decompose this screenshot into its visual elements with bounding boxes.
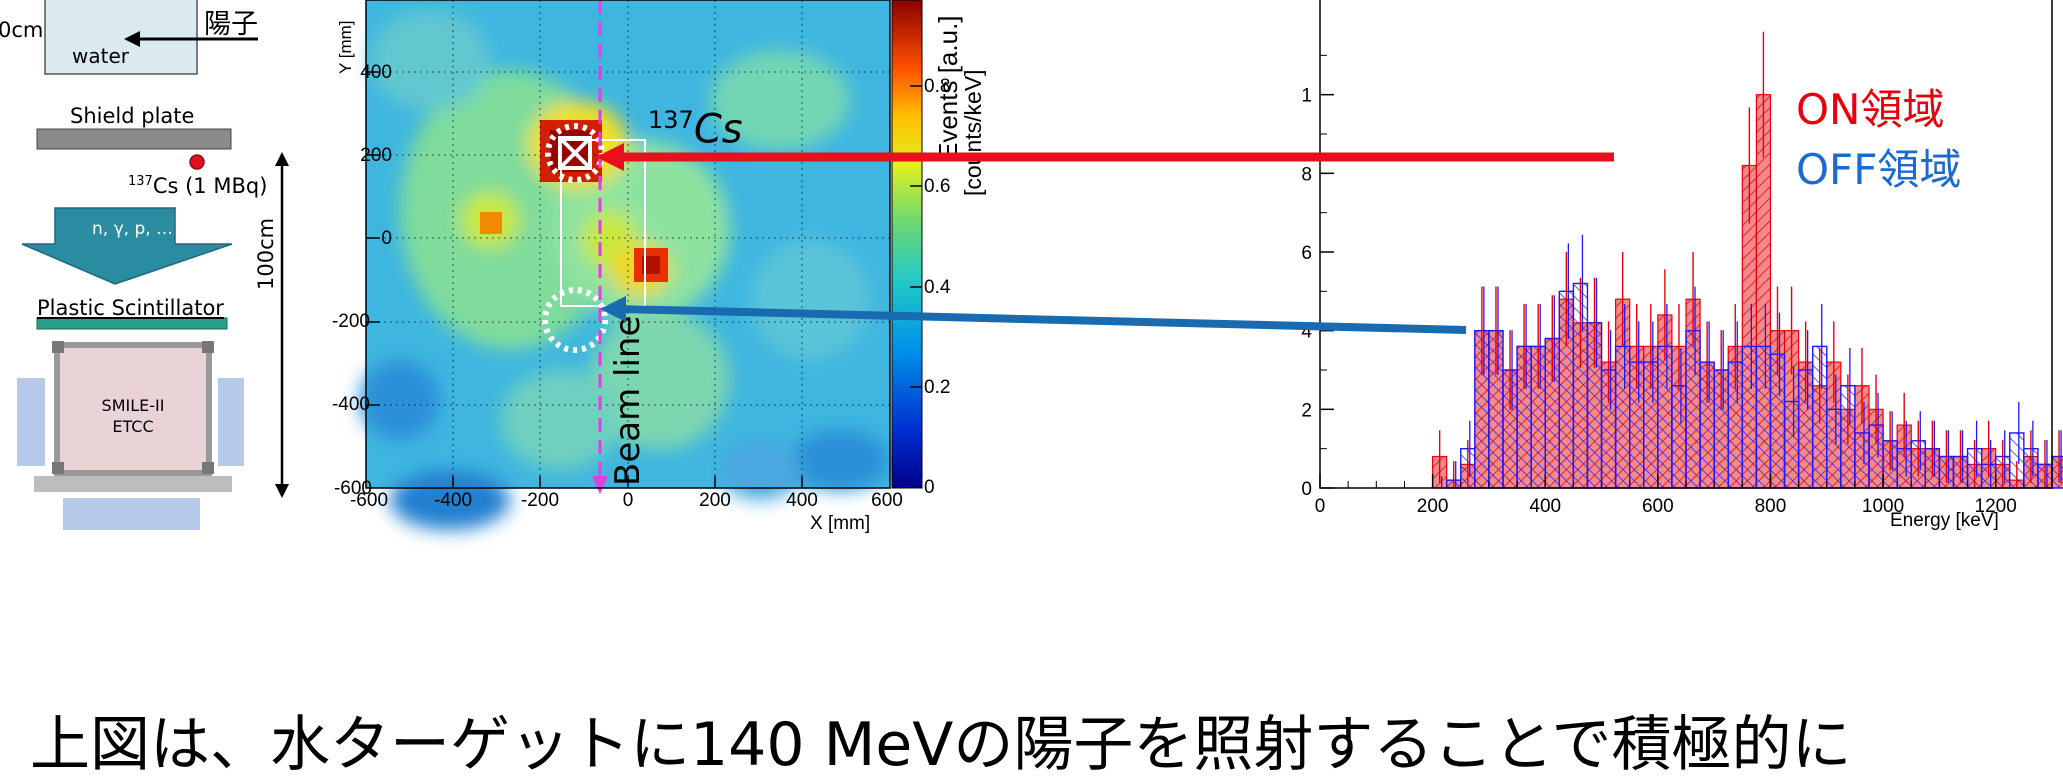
spectrum-xtick: 800 [1755,496,1787,517]
colorbar-tick: 0.2 [924,377,951,398]
detector-label-line1: SMILE-II [101,396,165,415]
shield-plate [36,128,232,150]
image-ytick: -200 [331,311,370,332]
spectrum-xtick: 200 [1417,496,1449,517]
colorbar [892,0,922,488]
off-arrow [619,305,1467,334]
setup-diagram: 0cm 陽子 water Shield plate 137Cs (1 MBq) … [0,0,340,700]
image-xtick: -600 [349,490,389,511]
plastic-scintillator [36,317,228,330]
image-ytick: -400 [331,394,370,415]
source-label-mass: 137 [128,174,153,189]
image-xtick: 400 [786,490,818,511]
partial-distance-label: 0cm [0,18,44,42]
image-xtick: 0 [622,490,634,511]
detector-label: SMILE-II ETCC [80,395,186,437]
colorbar-tick: 0 [924,477,935,498]
colorbar-tick: 0.6 [924,176,951,197]
image-ytick: 0 [381,228,392,249]
off-region-circle [542,287,608,353]
spectrum-xtick: 600 [1642,496,1674,517]
source-annotation-mass: 137 [648,106,694,134]
on-region-legend: ON領域 [1796,85,1945,134]
image-xtick: -400 [433,490,473,511]
annotation-arrows [596,143,1614,334]
shield-plate-label: Shield plate [70,104,195,128]
footer-text: 上図は、水ターゲットに140 MeVの陽子を照射することで積極的に [30,710,1852,780]
off-region-series [1445,282,2063,489]
spectrum-xtick: 1000 [1862,496,1904,517]
water-label: water [72,44,129,68]
spectrum-ytick: 0 [1301,479,1312,500]
detector-frame [34,476,232,492]
detector-label-line2: ETCC [112,417,154,436]
spectrum-xtick: 400 [1529,496,1561,517]
scintillator-label: Plastic Scintillator [37,296,224,320]
image-ytick: 400 [360,62,392,83]
source-label-text: Cs (1 MBq) [152,174,268,198]
source-label: 137Cs (1 MBq) [128,174,267,198]
error-bars [1438,31,2062,488]
image-ytick: 200 [360,145,392,166]
spectrum-ytick: 1 [1301,86,1312,107]
detector-body [54,342,212,476]
water-tank [44,0,198,75]
source-annotation-text: Cs [693,106,743,153]
spectrum-xlabel: Energy [keV] [1890,510,1999,531]
beam-arrow-shape [21,207,233,285]
image-panel-svg [360,0,923,530]
image-ytick: -600 [333,478,372,499]
source-dot [189,154,205,170]
image-xtick: 200 [699,490,731,511]
source-marker-cross [558,136,592,170]
image-xtick: 600 [871,490,903,511]
colorbar-tick: 0.8 [924,76,951,97]
spectrum-xtick: 0 [1315,496,1326,517]
colorbar-tick: 0.4 [924,277,951,298]
source-annotation: 137Cs [648,106,743,152]
image-panel: Y [mm] 400 200 0 -200 -400 -600 -600 -40… [332,0,1000,560]
spectrum-xtick: 1200 [1975,496,2017,517]
beam-particles-label: n, γ, p, … [92,219,174,239]
image-xtick: -200 [520,490,560,511]
detector-bottom-pad [63,498,200,530]
detector-side-pad-right [218,378,244,466]
off-region-legend: OFF領域 [1796,145,1962,194]
proton-label: 陽子 [204,9,258,40]
source-marker-circle [545,123,605,183]
image-xlabel: X [mm] [810,513,871,534]
setup-diagram-drawing [17,0,289,530]
detector-side-pad-left [17,378,45,466]
